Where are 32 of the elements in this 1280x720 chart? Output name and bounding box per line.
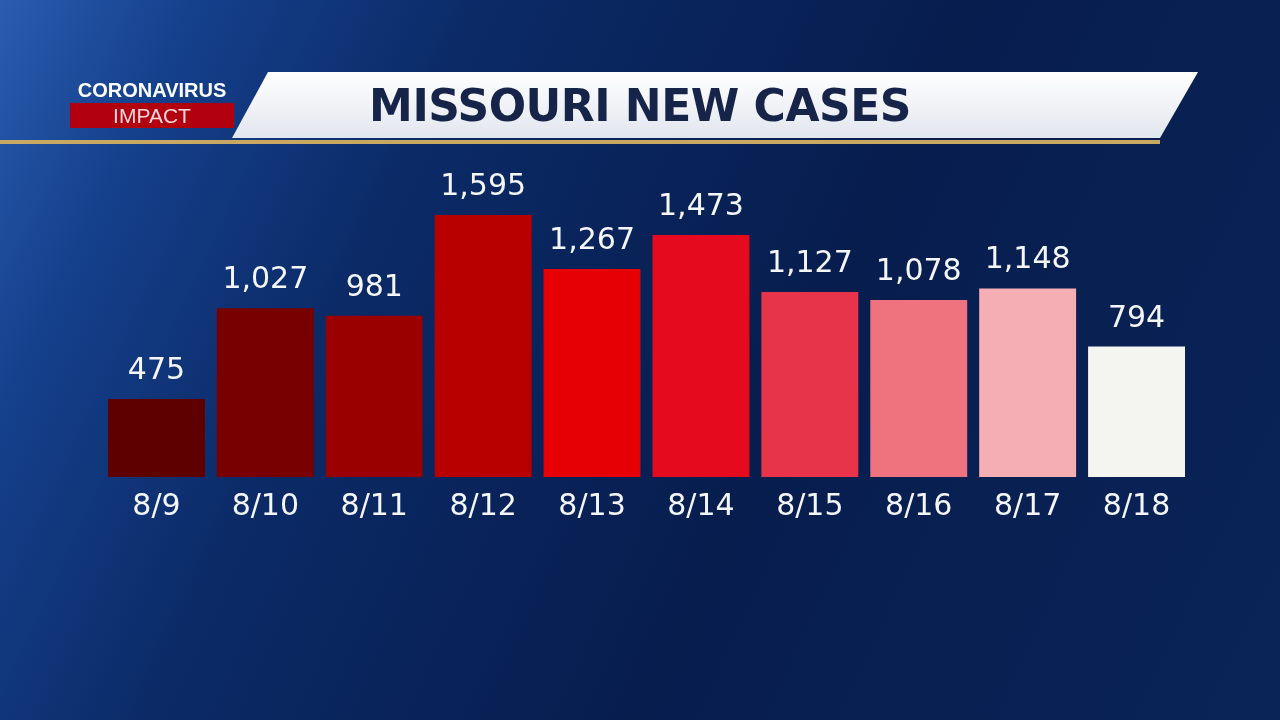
bar [434,215,532,477]
x-tick-label: 8/18 [1102,486,1171,522]
chart-title: MISSOURI NEW CASES [369,80,911,131]
data-label: 1,027 [222,260,309,296]
data-label: 1,148 [984,240,1071,276]
data-label: 1,078 [875,251,962,287]
x-tick-label: 8/12 [449,486,517,522]
bar [979,288,1077,477]
x-tick-label: 8/14 [667,486,735,522]
bar [870,299,968,477]
x-tick-label: 8/9 [132,486,181,522]
data-label: 1,595 [440,167,527,202]
data-label: 475 [127,350,186,386]
x-tick-label: 8/10 [231,486,300,522]
bar [543,268,641,477]
x-tick-label: 8/17 [993,486,1062,522]
data-label: 1,473 [658,187,744,223]
x-tick-label: 8/16 [885,486,953,522]
data-label: 794 [1107,298,1166,334]
bar [325,315,423,477]
bar [107,398,205,477]
x-tick-label: 8/11 [340,486,408,522]
data-label: 1,127 [766,243,853,279]
bar [216,308,314,477]
x-tick-label: 8/15 [776,486,844,522]
x-tick-label: 8/13 [558,486,626,522]
bar [652,235,750,477]
bar [1088,346,1186,477]
data-label: 981 [345,267,403,303]
data-label: 1,267 [549,220,635,256]
chart-subtitle: CORONAVIRUS IMPACT [76,78,228,128]
bar [761,291,859,477]
